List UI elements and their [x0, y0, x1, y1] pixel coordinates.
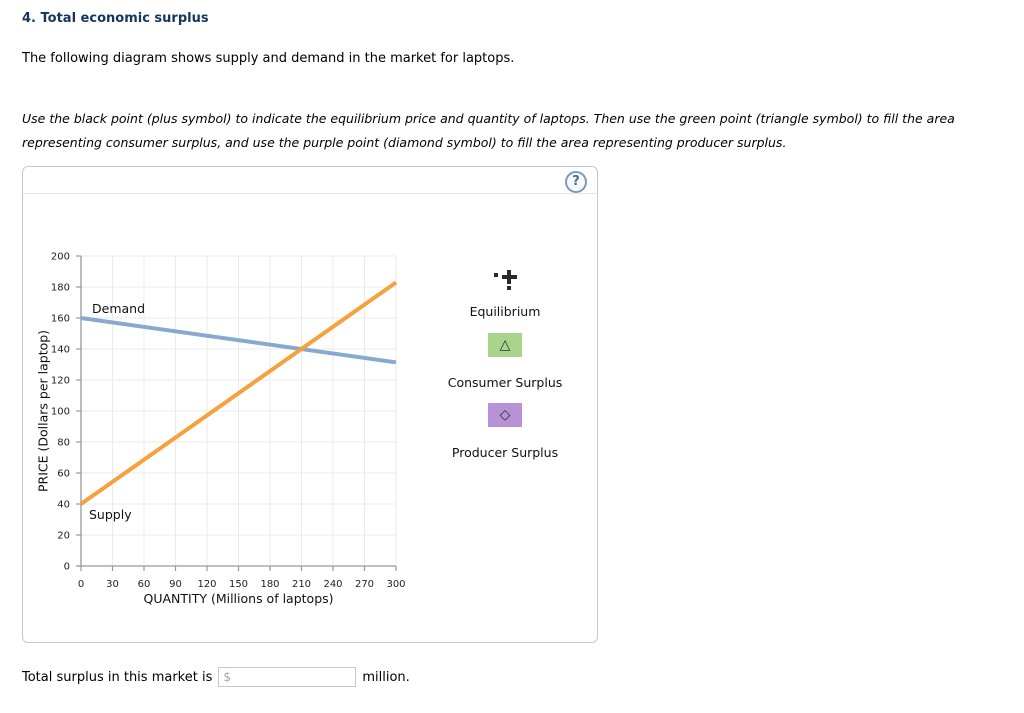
- answer-prefix: Total surplus in this market is: [22, 669, 213, 685]
- plus-vertical-bar: [507, 270, 511, 284]
- svg-text:180: 180: [51, 283, 70, 294]
- svg-text:300: 300: [386, 579, 405, 590]
- equilibrium-plus-icon[interactable]: [493, 269, 517, 293]
- answer-row: Total surplus in this market is million.: [22, 667, 410, 687]
- help-icon[interactable]: ?: [565, 171, 587, 193]
- svg-text:60: 60: [138, 579, 151, 590]
- total-surplus-input[interactable]: [218, 667, 357, 687]
- y-axis-title: PRICE (Dollars per laptop): [35, 329, 51, 493]
- plus-dot-bottom: [507, 286, 511, 290]
- svg-text:270: 270: [355, 579, 374, 590]
- svg-text:80: 80: [57, 438, 70, 449]
- svg-text:210: 210: [292, 579, 311, 590]
- svg-text:150: 150: [229, 579, 248, 590]
- svg-text:120: 120: [51, 376, 70, 387]
- instructions-line-2: representing consumer surplus, and use t…: [22, 135, 787, 150]
- svg-text:140: 140: [51, 345, 70, 356]
- consumer-surplus-swatch[interactable]: △: [488, 333, 522, 357]
- svg-text:120: 120: [197, 579, 216, 590]
- svg-text:90: 90: [169, 579, 182, 590]
- svg-text:160: 160: [51, 314, 70, 325]
- legend-label-equilibrium: Equilibrium: [469, 304, 541, 319]
- producer-surplus-swatch[interactable]: ◇: [488, 403, 522, 427]
- symbol-palette: Equilibrium △ Consumer Surplus ◇ Produce…: [435, 269, 575, 460]
- legend-label-consumer-surplus: Consumer Surplus: [447, 375, 563, 390]
- diamond-icon: ◇: [499, 407, 511, 423]
- svg-text:0: 0: [78, 579, 84, 590]
- demand-line-label: Demand: [92, 301, 146, 316]
- answer-suffix: million.: [362, 669, 410, 685]
- svg-text:240: 240: [323, 579, 342, 590]
- svg-text:180: 180: [260, 579, 279, 590]
- instructions-text: Use the black point (plus symbol) to ind…: [22, 107, 955, 155]
- intro-text: The following diagram shows supply and d…: [22, 51, 515, 66]
- x-axis-title: QUANTITY (Millions of laptops): [143, 591, 334, 606]
- svg-text:40: 40: [57, 500, 70, 511]
- question-panel: ? 0 30 60 90 120 150 180 210 240 270 300 0 20 40 60 80 1…: [22, 166, 598, 643]
- instructions-line-1: Use the black point (plus symbol) to ind…: [22, 111, 955, 126]
- panel-header: ?: [23, 167, 597, 194]
- supply-demand-chart[interactable]: 0 30 60 90 120 150 180 210 240 270 300 0 20 40 60 80 100…: [23, 247, 599, 597]
- page-title: 4. Total economic surplus: [22, 11, 209, 26]
- svg-text:0: 0: [64, 562, 70, 573]
- supply-line-label: Supply: [89, 507, 132, 522]
- plus-dot-left: [494, 273, 498, 277]
- svg-text:30: 30: [106, 579, 119, 590]
- legend-label-producer-surplus: Producer Surplus: [451, 445, 559, 460]
- svg-text:200: 200: [51, 252, 70, 263]
- svg-text:60: 60: [57, 469, 70, 480]
- svg-text:100: 100: [51, 407, 70, 418]
- triangle-icon: △: [499, 337, 511, 353]
- svg-text:20: 20: [57, 531, 70, 542]
